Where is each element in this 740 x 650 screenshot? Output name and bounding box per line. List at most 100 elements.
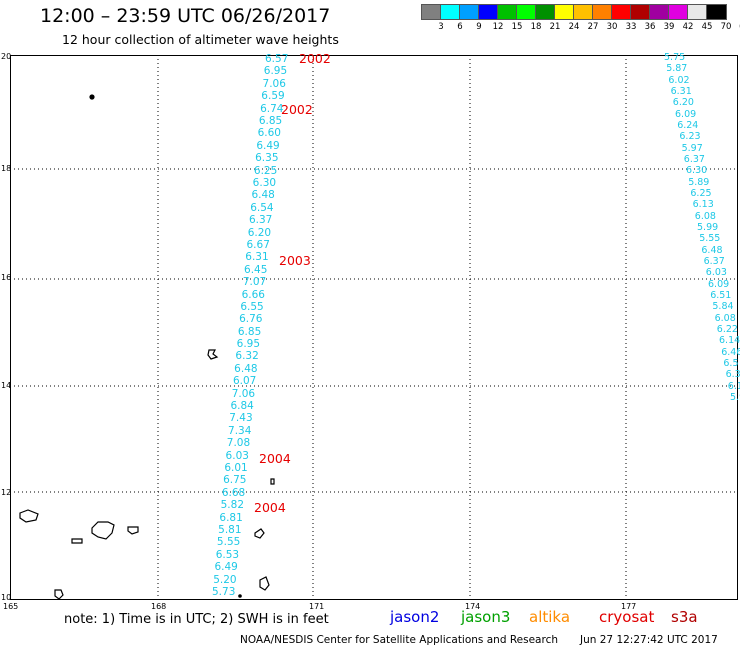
swh-value: 6.35 xyxy=(255,152,279,165)
swh-value: 6.09 xyxy=(708,278,730,290)
lon-label-168: 168 xyxy=(151,602,167,611)
swh-value: 6.14 xyxy=(719,335,740,347)
colorbar-swatch xyxy=(497,4,518,20)
island-north xyxy=(89,94,95,100)
swh-value: 7.43 xyxy=(229,412,253,425)
colorbar-swatch xyxy=(421,4,442,20)
colorbar-tick-label: 15 xyxy=(511,22,523,32)
year-label: 2004 xyxy=(259,451,291,466)
lon-label-165: 165 xyxy=(3,602,19,611)
year-label: 2003 xyxy=(279,253,311,268)
island-west-a xyxy=(19,509,39,523)
swh-value: 6.20 xyxy=(672,97,694,109)
swh-value: 6.20 xyxy=(247,226,272,239)
colorbar-tick-label: 12 xyxy=(492,22,504,32)
swh-value: 5.97 xyxy=(681,142,703,154)
swh-value: 6.49 xyxy=(256,139,280,152)
swh-value: 5.55 xyxy=(216,536,241,549)
swh-value: 6.13 xyxy=(692,199,714,211)
swh-value: 6.01 xyxy=(224,462,248,475)
swh-value: 6.25 xyxy=(690,188,712,199)
swh-value: 6.51 xyxy=(710,290,732,301)
swh-value: 5.20 xyxy=(213,573,237,586)
swh-value: 6.08 xyxy=(714,312,736,324)
swh-value: 6.54 xyxy=(250,201,274,214)
colorbar-swatch xyxy=(592,4,613,20)
swh-value: 6.37 xyxy=(248,214,273,227)
colorbar-swatch xyxy=(478,4,499,20)
swh-value: 5.73 xyxy=(212,586,236,598)
colorbar-swatch xyxy=(516,4,537,20)
swh-value: 6.81 xyxy=(219,511,243,524)
swh-value: 6.22 xyxy=(716,324,738,335)
colorbar-swatch xyxy=(630,4,651,20)
swh-value: 7.06 xyxy=(231,387,256,400)
colorbar-swatch xyxy=(535,4,556,20)
colorbar-tick-label: 3 xyxy=(438,22,444,32)
map-subtitle: 12 hour collection of altimeter wave hei… xyxy=(62,32,339,47)
swh-value: 6.85 xyxy=(258,114,283,127)
swh-value: 6.48 xyxy=(251,189,275,202)
lat-label-14: 14 xyxy=(1,381,12,390)
colorbar-tick-label: 42 xyxy=(682,22,694,32)
swh-value: 5.81 xyxy=(218,524,242,537)
mission-altika: altika xyxy=(529,608,571,626)
swh-value: 6.67 xyxy=(246,238,270,251)
swh-value: 7.06 xyxy=(262,77,286,90)
mission-jason3: jason3 xyxy=(461,608,511,626)
island-small-c xyxy=(259,576,270,591)
swh-value: 6.30 xyxy=(686,165,708,177)
swh-value: 6.09 xyxy=(675,108,697,120)
swh-value: 6.45 xyxy=(244,263,268,276)
colorbar-swatch xyxy=(649,4,670,20)
colorbar-tick-label: 70 xyxy=(720,22,732,32)
swh-value: 6.59 xyxy=(261,90,285,103)
swh-value: 5.84 xyxy=(712,301,734,313)
swh-value: 6.48 xyxy=(234,362,258,375)
swh-value: 6.1 xyxy=(727,380,740,392)
swh-value: 5.82 xyxy=(220,499,245,512)
colorbar-swatch xyxy=(440,4,461,20)
swh-value: 5.9 xyxy=(730,392,740,403)
swh-value: 7.07 xyxy=(242,276,267,289)
coastlines xyxy=(19,94,275,600)
colorbar-tick-label: 36 xyxy=(644,22,656,32)
map-canvas xyxy=(10,55,738,600)
swh-value: 6.5 xyxy=(723,358,739,369)
swh-value: 6.31 xyxy=(670,86,692,97)
colorbar-swatch xyxy=(459,4,480,20)
colorbar-tick-label: 45 xyxy=(701,22,713,32)
colorbar-swatch xyxy=(687,4,708,20)
lat-label-20: 20 xyxy=(1,52,12,61)
swh-value: 6.30 xyxy=(252,176,277,189)
swh-value: 6.66 xyxy=(241,288,265,301)
island-dot xyxy=(238,594,242,598)
colorbar-tick-label: 6 xyxy=(457,22,463,32)
swh-value: 6.57 xyxy=(265,53,289,65)
lat-label-12: 12 xyxy=(1,488,12,497)
swh-value: 6.68 xyxy=(221,486,246,499)
colorbar-swatch xyxy=(573,4,594,20)
island-west-d xyxy=(127,526,139,535)
swh-value: 6.08 xyxy=(694,210,716,222)
footer-note: note: 1) Time is in UTC; 2) SWH is in fe… xyxy=(64,612,329,627)
colorbar-swatch xyxy=(554,4,575,20)
swh-value: 6.31 xyxy=(245,251,269,264)
swh-value: 6.02 xyxy=(668,74,690,86)
generated-timestamp: Jun 27 12:27:42 UTC 2017 xyxy=(580,634,718,646)
colorbar-tick-label: 24 xyxy=(568,22,580,32)
colorbar-tick-label: 30 xyxy=(606,22,618,32)
swh-value: 5.55 xyxy=(699,233,721,245)
colorbar-swatch xyxy=(668,4,689,20)
swh-value: 6.24 xyxy=(677,120,699,131)
year-label: 2004 xyxy=(254,500,286,515)
island-central xyxy=(207,349,219,360)
island-west-b xyxy=(71,538,83,544)
island-southwest xyxy=(54,589,64,600)
swh-value: 6.75 xyxy=(223,474,247,487)
year-label: 2002 xyxy=(299,51,331,66)
island-west-c xyxy=(91,521,115,540)
island-small-a xyxy=(270,478,275,485)
swh-value: 6.23 xyxy=(679,131,701,143)
swh-value: 6.95 xyxy=(263,65,288,78)
